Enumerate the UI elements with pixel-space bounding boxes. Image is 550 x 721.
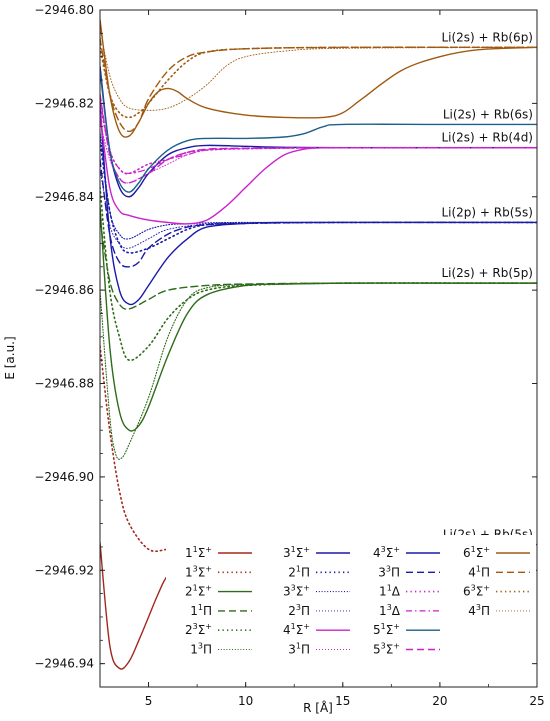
legend-label-15: 53Σ+ <box>373 642 400 657</box>
x-tick-label-2: 15 <box>335 694 350 708</box>
legend-label-6: 31Σ+ <box>283 545 310 560</box>
legend-entry-19: 41Π <box>468 564 530 579</box>
legend-entry-18: 61Σ+ <box>463 545 530 560</box>
series-line-3 <box>100 219 537 310</box>
y-tick-label-2: −2946.84 <box>34 190 94 204</box>
series-line-10 <box>100 158 537 268</box>
x-tick-label-4: 25 <box>529 694 544 708</box>
legend-label-5: 13Π <box>190 642 212 657</box>
legend-entry-14: 11Δ <box>379 584 440 599</box>
legend-label-17: 51Σ+ <box>373 622 400 637</box>
legend-entry-11: 41Σ+ <box>283 622 350 637</box>
series-line-20 <box>100 46 537 119</box>
legend-label-21: 43Π <box>468 603 490 618</box>
y-tick-label-3: −2946.86 <box>34 283 94 297</box>
series-layer <box>100 19 537 670</box>
x-tick-label-1: 10 <box>238 694 253 708</box>
legend-entry-17: 51Σ+ <box>373 622 440 637</box>
asymptote-label-layer: Li(2s) + Rb(6p) Li(2s) + Rb(6s) Li(2s) + R… <box>441 30 533 541</box>
legend-label-10: 33Π <box>378 564 400 579</box>
series-line-9 <box>100 168 537 249</box>
legend-entry-13: 43Σ+ <box>373 545 440 560</box>
x-axis-label: R [Å] <box>303 700 333 715</box>
legend-label-4: 23Σ+ <box>185 622 212 637</box>
legend-label-14: 11Δ <box>379 584 401 599</box>
legend-entry-5: 13Π <box>190 642 252 657</box>
legend-label-16: 13Δ <box>379 603 401 618</box>
series-line-2 <box>100 206 537 432</box>
legend-entry-1: 13Σ+ <box>185 564 252 579</box>
legend-label-13: 43Σ+ <box>373 545 400 560</box>
legend-label-11: 41Σ+ <box>283 622 310 637</box>
legend-label-20: 63Σ+ <box>463 584 490 599</box>
y-tick-label-0: −2946.80 <box>34 3 94 17</box>
asymptote-label-1: Li(2s) + Rb(6s) <box>443 107 533 121</box>
x-tick-label-0: 5 <box>145 694 153 708</box>
legend-label-18: 61Σ+ <box>463 545 490 560</box>
y-tick-label-5: −2946.90 <box>34 470 94 484</box>
legend: 11Σ+ 13Σ+ 21Σ+ 11Π 23Σ+ 13Π 31Σ+ 21Π 33Σ+ 23Π 41Σ+… <box>166 535 536 657</box>
legend-entry-4: 23Σ+ <box>185 622 252 637</box>
legend-label-9: 23Π <box>288 603 310 618</box>
legend-label-7: 21Π <box>288 564 310 579</box>
legend-label-19: 41Π <box>468 564 490 579</box>
series-line-18 <box>100 19 537 138</box>
series-line-12 <box>100 121 537 184</box>
y-tick-label-1: −2946.82 <box>34 96 94 110</box>
legend-entry-10: 33Π <box>378 564 440 579</box>
legend-label-12: 31Π <box>288 642 310 657</box>
series-line-21 <box>100 28 537 111</box>
legend-entry-9: 23Π <box>288 603 350 618</box>
x-tick-label-3: 20 <box>432 694 447 708</box>
legend-label-3: 11Π <box>190 603 212 618</box>
legend-label-2: 21Σ+ <box>185 584 212 599</box>
legend-label-1: 13Σ+ <box>185 564 212 579</box>
y-tick-label-4: −2946.88 <box>34 377 94 391</box>
series-line-5 <box>100 282 537 460</box>
series-line-17 <box>100 70 537 193</box>
asymptote-label-4: Li(2s) + Rb(5p) <box>441 266 533 280</box>
axis-layer: 5 10 15 20 25 −2946.80 −2946.82 −2946.84 −2946.8… <box>34 3 544 708</box>
legend-entry-21: 43Π <box>468 603 530 618</box>
legend-entry-20: 63Σ+ <box>463 584 530 599</box>
y-tick-label-6: −2946.92 <box>34 563 94 577</box>
legend-entry-8: 33Σ+ <box>283 584 350 599</box>
asymptote-label-2: Li(2s) + Rb(4d) <box>441 131 533 145</box>
asymptote-label-3: Li(2p) + Rb(5s) <box>441 205 533 219</box>
legend-entry-0: 11Σ+ <box>185 545 252 560</box>
legend-entry-3: 11Π <box>190 603 252 618</box>
series-line-4 <box>100 186 537 362</box>
legend-label-8: 33Σ+ <box>283 584 310 599</box>
series-line-7 <box>100 139 537 254</box>
y-tick-label-7: −2946.94 <box>34 657 94 671</box>
legend-label-0: 11Σ+ <box>185 545 212 560</box>
y-axis-label: E [a.u.] <box>3 336 17 379</box>
legend-entry-12: 31Π <box>288 642 350 657</box>
plot-frame <box>99 9 538 688</box>
legend-entry-16: 13Δ <box>379 603 440 618</box>
legend-entry-15: 53Σ+ <box>373 642 440 657</box>
legend-entry-2: 21Σ+ <box>185 584 252 599</box>
series-line-16 <box>100 98 537 175</box>
legend-entry-6: 31Σ+ <box>283 545 350 560</box>
asymptote-label-0: Li(2s) + Rb(6p) <box>441 30 533 44</box>
legend-entry-7: 21Π <box>288 564 350 579</box>
